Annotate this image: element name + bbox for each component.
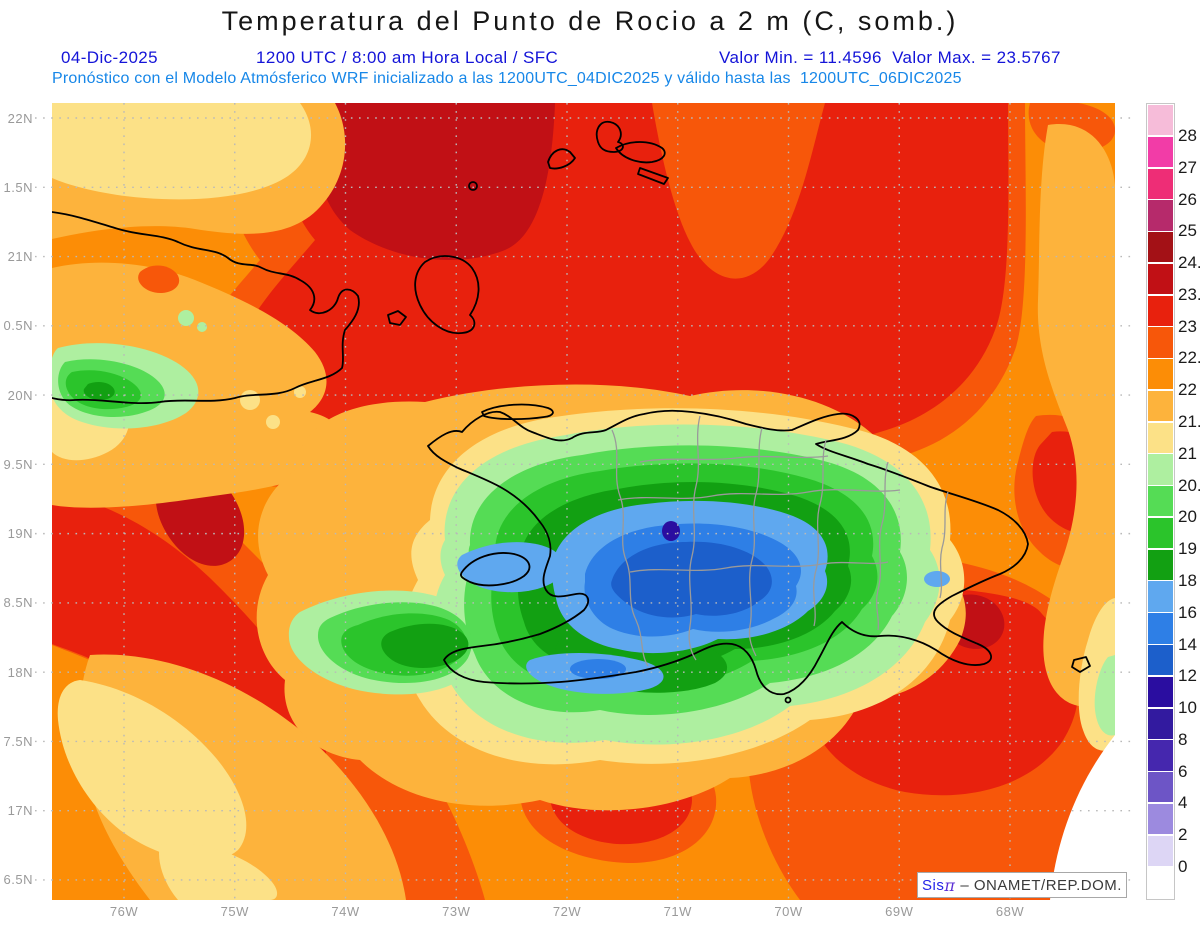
colorbar-segment: [1148, 550, 1173, 580]
lon-axis-label: 68W: [988, 904, 1032, 919]
colorbar-segment: [1148, 740, 1173, 770]
colorbar: [1146, 103, 1175, 900]
lon-axis-label: 69W: [877, 904, 921, 919]
colorbar-label: 21: [1178, 444, 1197, 464]
colorbar-label: 10: [1178, 698, 1197, 718]
colorbar-label: 28: [1178, 126, 1197, 146]
colorbar-label: 21.5: [1178, 412, 1200, 432]
lon-axis-label: 73W: [434, 904, 478, 919]
contour-region-midBlue: [570, 659, 626, 679]
colorbar-label: 22: [1178, 380, 1197, 400]
lat-axis-label: 18N: [0, 665, 33, 680]
lat-axis-label: 20N: [0, 388, 33, 403]
colorbar-label: 12: [1178, 666, 1197, 686]
colorbar-label: 2: [1178, 825, 1187, 845]
lat-axis-label: 1.5N: [0, 180, 33, 195]
lat-axis-label: 6.5N: [0, 872, 33, 887]
lat-axis-label: 0.5N: [0, 318, 33, 333]
contour-region-navy: [662, 521, 680, 541]
colorbar-label: 0: [1178, 857, 1187, 877]
colorbar-label: 8: [1178, 730, 1187, 750]
contour-region-lightBlue: [924, 571, 950, 587]
colorbar-segment: [1148, 772, 1173, 802]
colorbar-segment: [1148, 645, 1173, 675]
lat-axis-label: 9.5N: [0, 457, 33, 472]
colorbar-segment: [1148, 677, 1173, 707]
colorbar-label: 27: [1178, 158, 1197, 178]
colorbar-segment: [1148, 581, 1173, 611]
lat-axis-label: 22N: [0, 111, 33, 126]
colorbar-label: 23: [1178, 317, 1197, 337]
colorbar-segment: [1148, 709, 1173, 739]
watermark-sispi: Sis: [922, 877, 944, 894]
contour-region-paleYellow: [266, 415, 280, 429]
colorbar-segment: [1148, 423, 1173, 453]
colorbar-segment: [1148, 804, 1173, 834]
colorbar-segment: [1148, 200, 1173, 230]
pi-icon: π: [944, 876, 955, 895]
contour-fill-layer: [49, 101, 1115, 900]
colorbar-segment: [1148, 137, 1173, 167]
colorbar-segment: [1148, 867, 1173, 897]
colorbar-segment: [1148, 169, 1173, 199]
lon-axis-label: 70W: [767, 904, 811, 919]
colorbar-segment: [1148, 486, 1173, 516]
lon-axis-label: 72W: [545, 904, 589, 919]
weather-map-page: Temperatura del Punto de Rocio a 2 m (C,…: [0, 0, 1200, 927]
colorbar-label: 20.5: [1178, 476, 1200, 496]
colorbar-segment: [1148, 518, 1173, 548]
colorbar-label: 16: [1178, 603, 1197, 623]
colorbar-label: 19: [1178, 539, 1197, 559]
colorbar-segment: [1148, 296, 1173, 326]
colorbar-segment: [1148, 359, 1173, 389]
colorbar-segment: [1148, 232, 1173, 262]
colorbar-segment: [1148, 613, 1173, 643]
watermark-source: – ONAMET/REP.DOM.: [960, 877, 1122, 894]
colorbar-label: 24.5: [1178, 253, 1200, 273]
lat-axis-label: 21N: [0, 249, 33, 264]
lon-axis-label: 71W: [656, 904, 700, 919]
lat-axis-label: 19N: [0, 526, 33, 541]
lon-axis-label: 75W: [213, 904, 257, 919]
colorbar-label: 20: [1178, 507, 1197, 527]
colorbar-label: 23.5: [1178, 285, 1200, 305]
contour-region-paleGreen: [197, 322, 207, 332]
colorbar-segment: [1148, 454, 1173, 484]
colorbar-segment: [1148, 327, 1173, 357]
colorbar-label: 4: [1178, 793, 1187, 813]
colorbar-label: 26: [1178, 190, 1197, 210]
watermark: Sis π – ONAMET/REP.DOM.: [917, 872, 1127, 898]
colorbar-segment: [1148, 836, 1173, 866]
contour-region-paleGreen: [178, 310, 194, 326]
lat-axis-label: 17N: [0, 803, 33, 818]
colorbar-label: 6: [1178, 762, 1187, 782]
colorbar-label: 14: [1178, 635, 1197, 655]
colorbar-label: 18: [1178, 571, 1197, 591]
lon-axis-label: 76W: [102, 904, 146, 919]
contour-region-paleYellow: [240, 390, 260, 410]
colorbar-segment: [1148, 391, 1173, 421]
lat-axis-label: 7.5N: [0, 734, 33, 749]
colorbar-segment: [1148, 105, 1173, 135]
colorbar-label: 22.5: [1178, 348, 1200, 368]
lat-axis-label: 8.5N: [0, 595, 33, 610]
lon-axis-label: 74W: [324, 904, 368, 919]
colorbar-segment: [1148, 264, 1173, 294]
map-canvas: [0, 0, 1200, 927]
colorbar-label: 25: [1178, 221, 1197, 241]
